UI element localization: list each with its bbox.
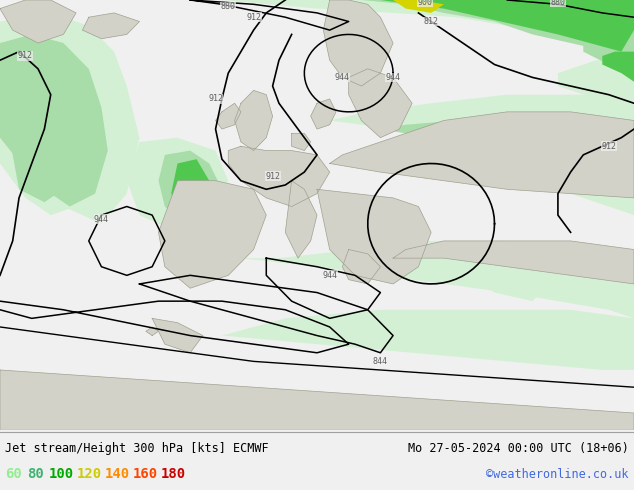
Polygon shape	[222, 310, 634, 370]
Text: 944: 944	[322, 271, 337, 280]
Text: Jet stream/Height 300 hPa [kts] ECMWF: Jet stream/Height 300 hPa [kts] ECMWF	[5, 441, 269, 455]
Text: 140: 140	[105, 467, 130, 481]
Polygon shape	[82, 13, 139, 39]
Polygon shape	[380, 0, 634, 51]
Text: 912: 912	[265, 172, 280, 181]
Polygon shape	[311, 99, 336, 129]
Polygon shape	[323, 0, 393, 86]
Polygon shape	[583, 30, 634, 73]
Text: 944: 944	[385, 73, 401, 82]
Text: 80: 80	[27, 467, 44, 481]
Polygon shape	[235, 90, 273, 150]
Text: 944: 944	[335, 73, 350, 82]
Text: 880: 880	[221, 2, 236, 11]
Polygon shape	[0, 34, 108, 206]
Text: Mo 27-05-2024 00:00 UTC (18+06): Mo 27-05-2024 00:00 UTC (18+06)	[408, 441, 629, 455]
Polygon shape	[571, 164, 634, 215]
Polygon shape	[0, 0, 76, 43]
Polygon shape	[361, 0, 634, 60]
Polygon shape	[228, 147, 330, 206]
Text: 100: 100	[49, 467, 74, 481]
Polygon shape	[241, 241, 634, 318]
Polygon shape	[330, 112, 634, 198]
Text: 880: 880	[550, 0, 566, 7]
Polygon shape	[285, 181, 317, 258]
Text: 180: 180	[161, 467, 186, 481]
Polygon shape	[127, 138, 228, 232]
Polygon shape	[393, 0, 444, 13]
Polygon shape	[349, 69, 412, 138]
Polygon shape	[456, 241, 558, 301]
Polygon shape	[342, 249, 380, 284]
Polygon shape	[158, 150, 222, 224]
Text: ©weatheronline.co.uk: ©weatheronline.co.uk	[486, 467, 629, 481]
Polygon shape	[13, 121, 76, 202]
Polygon shape	[380, 121, 634, 189]
Text: 844: 844	[373, 357, 388, 366]
Polygon shape	[0, 370, 634, 430]
Text: 160: 160	[133, 467, 158, 481]
Polygon shape	[0, 13, 139, 224]
Text: 912: 912	[18, 51, 33, 60]
Polygon shape	[317, 0, 634, 56]
Polygon shape	[0, 112, 89, 215]
Polygon shape	[158, 181, 266, 288]
Polygon shape	[216, 103, 241, 129]
Text: 812: 812	[424, 17, 439, 26]
Polygon shape	[146, 327, 158, 336]
Text: 900: 900	[417, 0, 432, 7]
Polygon shape	[292, 133, 311, 150]
Text: 60: 60	[5, 467, 22, 481]
Text: 944: 944	[94, 215, 109, 224]
Polygon shape	[222, 0, 634, 30]
Text: 912: 912	[601, 142, 616, 151]
Polygon shape	[317, 189, 431, 284]
Polygon shape	[558, 60, 634, 112]
Polygon shape	[152, 318, 203, 353]
Polygon shape	[25, 51, 89, 142]
Text: 912: 912	[208, 95, 223, 103]
Polygon shape	[393, 241, 634, 284]
Polygon shape	[330, 95, 634, 181]
Text: 912: 912	[246, 13, 261, 22]
Polygon shape	[171, 159, 209, 215]
Polygon shape	[602, 51, 634, 82]
Text: 120: 120	[77, 467, 102, 481]
